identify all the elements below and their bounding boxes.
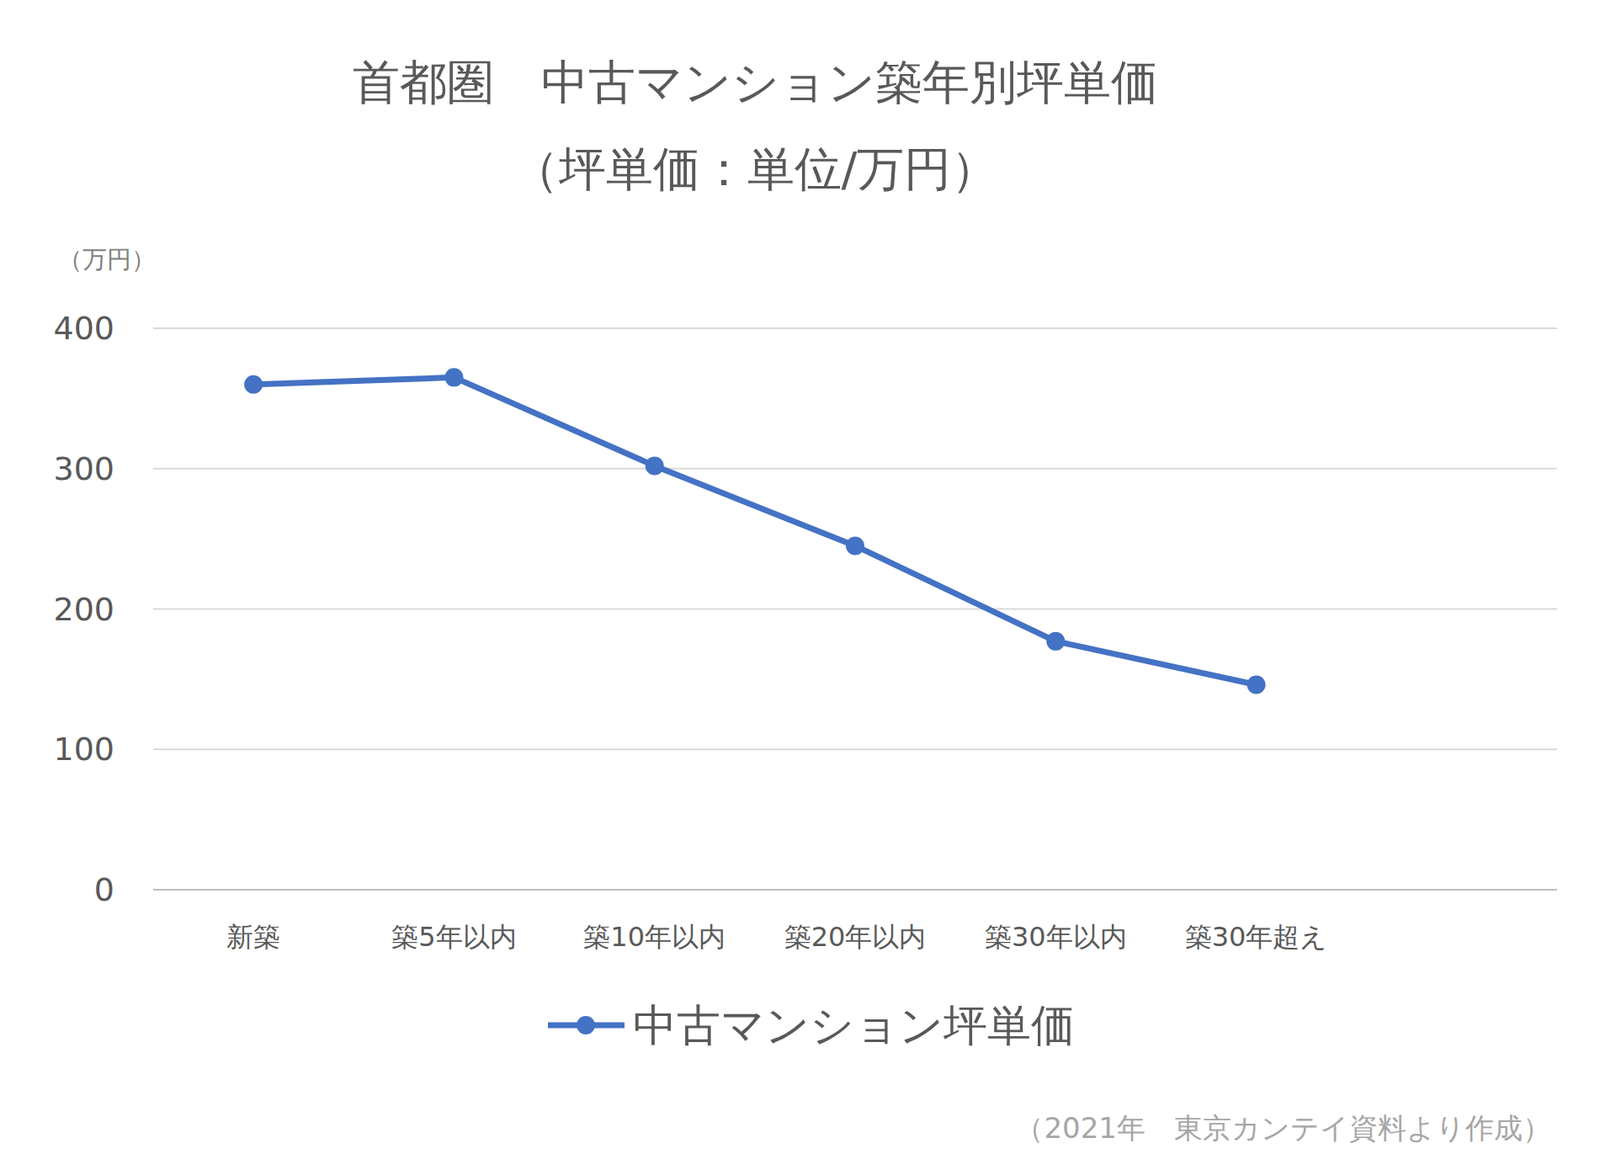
x-tick-label: 築10年以内 — [583, 920, 726, 953]
y-tick-label: 300 — [53, 450, 115, 488]
data-line — [253, 377, 1256, 685]
subtitle: （坪単価：単位/万円） — [511, 141, 1000, 197]
y-tick-label: 100 — [53, 730, 115, 768]
title: 首都圏 中古マンション築年別坪単価 — [352, 54, 1159, 110]
grid-line — [153, 748, 1558, 750]
data-point — [1247, 675, 1266, 695]
x-tick-label: 新築 — [226, 920, 281, 953]
x-tick-label: 築30年超え — [1185, 920, 1329, 953]
x-tick-label: 築5年以内 — [391, 920, 516, 953]
background — [0, 0, 1600, 1170]
grid — [153, 328, 1558, 890]
chart-container: 首都圏 中古マンション築年別坪単価 （坪単価：単位/万円） （万円） 0 100 200 3… — [0, 0, 1600, 1170]
x-tick-label: 築20年以内 — [784, 920, 927, 953]
source-note: （2021年 東京カンテイ資料より作成） — [1015, 1110, 1552, 1145]
y-tick-label: 0 — [94, 871, 115, 909]
data-point — [845, 536, 865, 555]
grid-line — [153, 608, 1558, 611]
data-point — [645, 456, 665, 475]
chart-svg: 首都圏 中古マンション築年別坪単価 （坪単価：単位/万円） （万円） 0 100 200 3… — [0, 0, 1600, 1170]
legend-marker — [576, 1015, 596, 1035]
x-tick-label: 築30年以内 — [984, 920, 1127, 953]
legend-label: 中古マンション坪単価 — [632, 999, 1075, 1051]
plot-area — [244, 367, 1266, 694]
y-axis-label: （万円） — [58, 244, 156, 274]
grid-line — [153, 327, 1558, 330]
y-tick-label: 200 — [53, 590, 115, 628]
data-point — [1046, 632, 1065, 651]
data-point — [244, 375, 263, 394]
grid-line — [153, 467, 1558, 470]
y-tick-label: 400 — [53, 309, 115, 347]
grid-line — [153, 888, 1558, 891]
data-point — [444, 367, 463, 387]
